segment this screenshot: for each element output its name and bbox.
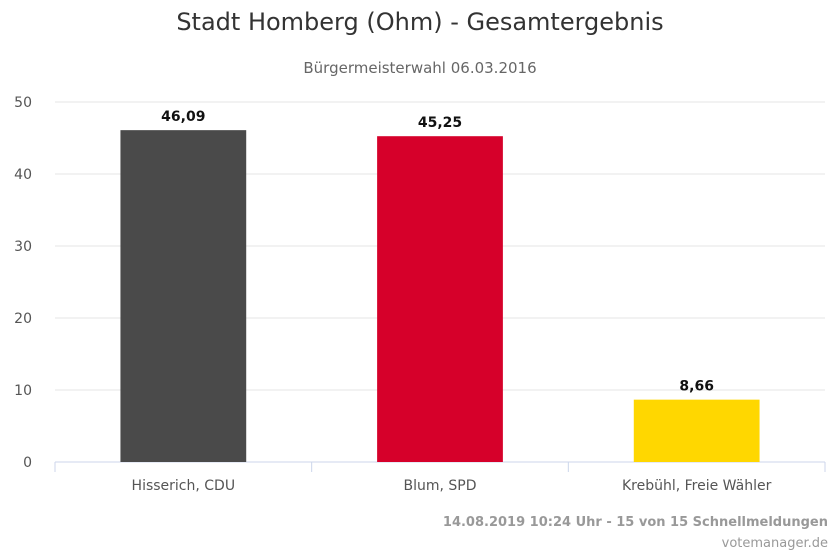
chart-title: Stadt Homberg (Ohm) - Gesamtergebnis: [176, 8, 664, 36]
chart-subtitle: Bürgermeisterwahl 06.03.2016: [303, 59, 537, 77]
bar: [120, 130, 247, 463]
data-label: 46,09: [161, 109, 205, 125]
footer-timestamp: 14.08.2019 10:24 Uhr - 15 von 15 Schnell…: [442, 515, 828, 530]
x-tick-label: Krebühl, Freie Wähler: [622, 478, 772, 494]
bar: [377, 136, 503, 462]
bar: [633, 399, 760, 462]
y-tick-label: 40: [14, 167, 32, 183]
y-tick-label: 10: [14, 383, 32, 399]
x-tick-label: Hisserich, CDU: [132, 478, 236, 494]
y-tick-label: 50: [14, 95, 32, 111]
y-tick-label: 0: [23, 455, 32, 471]
data-label: 8,66: [679, 379, 714, 395]
footer-source: votemanager.de: [721, 536, 828, 551]
data-label: 45,25: [418, 115, 462, 131]
x-tick-label: Blum, SPD: [403, 478, 476, 494]
y-tick-label: 30: [14, 239, 32, 255]
y-tick-label: 20: [14, 311, 32, 327]
